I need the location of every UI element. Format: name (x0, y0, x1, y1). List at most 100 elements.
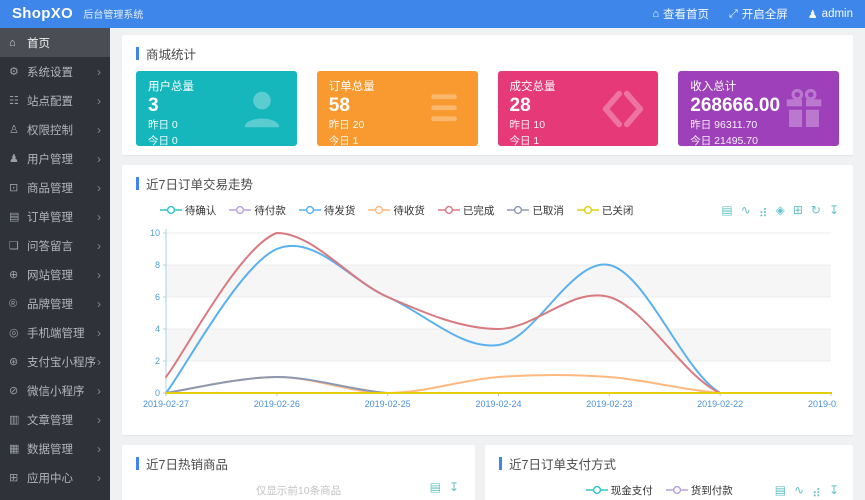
hot-goods-panel: 近7日热销商品 仅显示前10条商品 ▤ ↧ (122, 445, 475, 500)
sidebar-item-order-management[interactable]: ▤ 订单管理 › (9, 209, 101, 224)
svg-text:8: 8 (155, 260, 160, 270)
toolbox-bar-chart-icon[interactable]: ⣴ (758, 203, 768, 217)
legend-item-待收货[interactable]: 待收货 (368, 203, 425, 218)
stat-card-title: 成交总量 (509, 81, 556, 93)
toolbox-line-chart-icon[interactable]: ∿ (740, 203, 751, 217)
toolbox-line-chart-icon[interactable]: ∿ (794, 483, 805, 497)
section-title-stats: 商城统计 (136, 44, 839, 63)
permission-control-icon: ♙ (9, 124, 19, 136)
main-content: 商城统计 用户总量 3 昨日 0 今日 0 订单总量 58 昨日 20 (110, 28, 865, 500)
svg-text:2: 2 (155, 356, 160, 366)
order-management-icon: ▤ (9, 211, 20, 223)
sidebar-item-website-management[interactable]: ⊕ 网站管理 › (9, 267, 101, 282)
header-nav-fullscreen[interactable]: ⤢ 开启全屏 (728, 7, 788, 22)
hot-goods-toolbox: ▤ ↧ (430, 481, 459, 493)
legend-item-待付款[interactable]: 待付款 (229, 203, 286, 218)
chevron-right-icon: › (97, 238, 101, 253)
sidebar-item-goods-management[interactable]: ⊡ 商品管理 › (9, 180, 101, 195)
deal-icon (603, 90, 644, 127)
sidebar-item-site-config[interactable]: ☷ 站点配置 › (9, 93, 101, 108)
stats-title: 商城统计 (146, 48, 197, 62)
hot-goods-note: 仅显示前10条商品 (255, 485, 342, 497)
section-bar (136, 457, 139, 470)
toolbox-download-icon[interactable]: ↧ (828, 203, 839, 217)
order-trend-panel: 近7日订单交易走势 待确认 待付款 待发货 待收货 (122, 165, 854, 435)
toolbox-restore-icon[interactable]: ↻ (810, 203, 821, 217)
sidebar-item-tools[interactable]: ✂ 工具 › (0, 492, 110, 500)
fullscreen-icon: ⤢ (728, 7, 738, 20)
sidebar-item-app-center[interactable]: ⊞ 应用中心 › (9, 470, 101, 485)
stat-card-value: 268666.00 (690, 95, 781, 116)
toolbox-download-icon[interactable]: ↧ (448, 480, 459, 494)
legend-item-已关闭[interactable]: 已关闭 (576, 203, 633, 218)
sidebar-item-brand-management[interactable]: ® 品牌管理 › (9, 296, 101, 311)
stat-card-title: 订单总量 (328, 81, 375, 93)
legend-item-已完成[interactable]: 已完成 (437, 203, 494, 218)
sidebar-item-system-settings[interactable]: ⚙ 系统设置 › (9, 64, 101, 79)
user-management-icon: ♟ (9, 153, 19, 165)
header-nav: ⌂ 查看首页 ⤢ 开启全屏 ♟ admin (652, 6, 853, 22)
legend-item-待确认[interactable]: 待确认 (159, 203, 216, 218)
chevron-right-icon: › (97, 93, 101, 108)
chevron-right-icon: › (97, 354, 101, 369)
legend-item-货到付款[interactable]: 货到付款 (665, 483, 733, 498)
svg-text:6: 6 (155, 292, 160, 302)
toolbox-tiled-icon[interactable]: ⊞ (792, 203, 803, 217)
sidebar-item-article-management[interactable]: ▥ 文章管理 › (9, 412, 101, 427)
site-config-icon: ☷ (9, 95, 19, 107)
sidebar-item-alipay-miniapp[interactable]: ⊛ 支付宝小程序 › (9, 354, 101, 369)
toolbox-data-view-icon[interactable]: ▤ (429, 480, 441, 494)
series-已取消 (165, 375, 832, 394)
chevron-right-icon: › (97, 64, 101, 79)
header-nav-account[interactable]: ♟ admin (807, 8, 853, 21)
stat-card-income: 收入总计 268666.00 昨日 96311.70 今日 21495.70 (678, 71, 839, 146)
svg-text:2019-02-21: 2019-02-21 (808, 399, 837, 409)
section-title-trend: 近7日订单交易走势 (136, 174, 839, 193)
section-title-hot-goods: 近7日热销商品 (136, 454, 461, 473)
sidebar-item-mobile-management[interactable]: ◎ 手机端管理 › (9, 325, 101, 340)
toolbox-data-view-icon[interactable]: ▤ (774, 483, 787, 497)
svg-text:4: 4 (155, 324, 160, 334)
sidebar-item-wechat-miniapp[interactable]: ⊘ 微信小程序 › (9, 383, 101, 398)
mobile-management-icon: ◎ (9, 327, 19, 339)
stat-card-users: 用户总量 3 昨日 0 今日 0 (136, 71, 297, 146)
order-lines-icon (430, 93, 457, 121)
svg-text:2019-02-26: 2019-02-26 (254, 399, 300, 409)
svg-text:2019-02-22: 2019-02-22 (697, 399, 743, 409)
toolbox-bar-chart-icon[interactable]: ⣴ (812, 483, 821, 497)
stat-cards-row: 用户总量 3 昨日 0 今日 0 订单总量 58 昨日 20 今日 1 (136, 71, 839, 146)
chevron-right-icon: › (97, 180, 101, 195)
app-logo[interactable]: ShopXO 后台管理系统 (12, 5, 143, 23)
toolbox-stack-icon[interactable]: ◈ (775, 203, 785, 217)
section-bar (136, 177, 139, 190)
sidebar-item-home[interactable]: ⌂ 首页 (0, 28, 110, 57)
chevron-right-icon: › (97, 267, 101, 282)
toolbox-data-view-icon[interactable]: ▤ (721, 203, 733, 217)
svg-text:10: 10 (150, 228, 160, 238)
svg-text:2019-02-27: 2019-02-27 (143, 399, 189, 409)
sidebar-item-user-management[interactable]: ♟ 用户管理 › (9, 151, 101, 166)
payment-legend: 现金支付 货到付款 (585, 483, 733, 498)
gift-icon (786, 88, 822, 127)
chevron-right-icon: › (97, 151, 101, 166)
sidebar-item-data-management[interactable]: ▦ 数据管理 › (9, 441, 101, 456)
home-icon: ⌂ (652, 8, 659, 20)
sidebar-item-permission-control[interactable]: ♙ 权限控制 › (9, 122, 101, 137)
legend-item-待发货[interactable]: 待发货 (298, 203, 355, 218)
logo-text: ShopXO (12, 5, 73, 22)
legend-item-已取消[interactable]: 已取消 (507, 203, 564, 218)
trend-legend: 待确认 待付款 待发货 待收货 已完成 已取消 (159, 203, 633, 218)
legend-item-现金支付[interactable]: 现金支付 (585, 483, 653, 498)
trend-title: 近7日订单交易走势 (146, 178, 253, 192)
section-title-payment: 近7日订单支付方式 (499, 454, 839, 473)
header-nav-view-site[interactable]: ⌂ 查看首页 (652, 8, 709, 21)
stat-card-deals: 成交总量 28 昨日 10 今日 1 (497, 71, 659, 146)
svg-text:2019-02-25: 2019-02-25 (365, 399, 411, 409)
toolbox-download-icon[interactable]: ↧ (828, 483, 839, 497)
sidebar-item-qa-message[interactable]: ❏ 问答留言 › (9, 238, 101, 253)
user-icon: ♟ (807, 8, 818, 21)
website-management-icon: ⊕ (9, 269, 19, 281)
chevron-right-icon: › (97, 122, 101, 137)
stat-card-value: 28 (509, 95, 531, 116)
payment-toolbox: ▤ ∿ ⣴ ↧ (775, 484, 839, 496)
